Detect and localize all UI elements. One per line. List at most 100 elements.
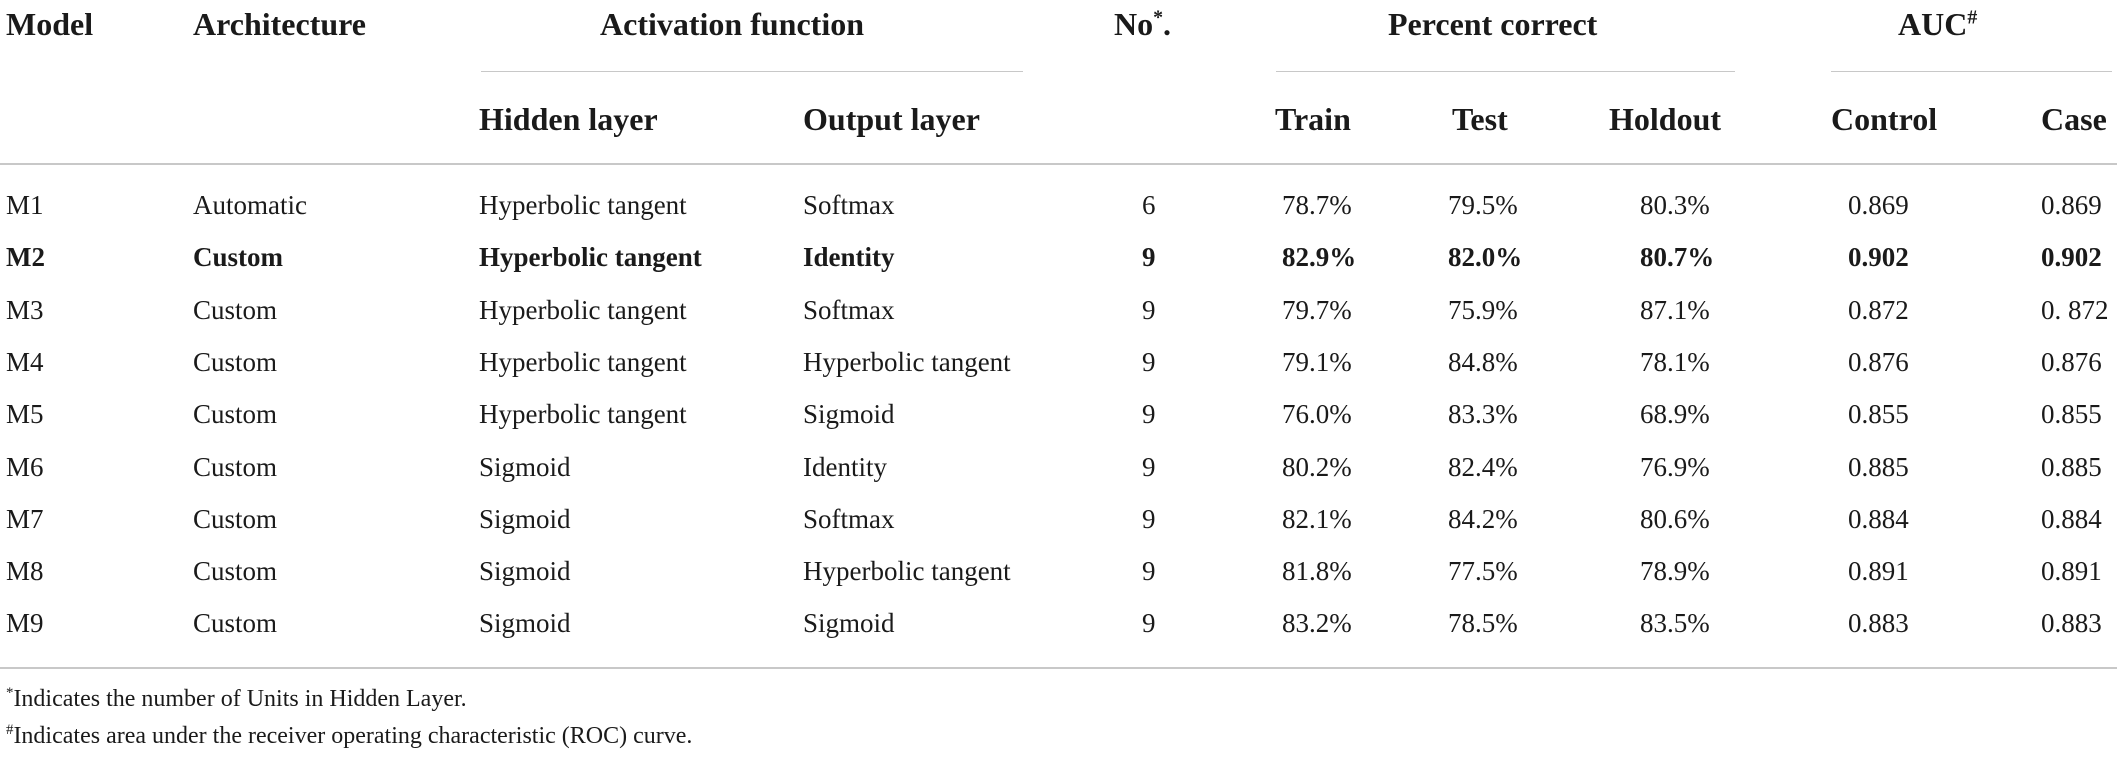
cell-output-layer: Hyperbolic tangent [803,346,1011,377]
cell-model: M5 [6,399,44,430]
cell-architecture: Custom [193,399,278,430]
header-control: Control [1831,101,1938,137]
cell-control: 0.891 [1848,556,1909,587]
cell-holdout: 80.6% [1640,503,1710,534]
cell-hidden-layer: Sigmoid [479,608,571,639]
cell-control: 0.876 [1848,346,1909,377]
cell-holdout: 78.1% [1640,346,1710,377]
footnote-units: *Indicates the number of Units in Hidden… [6,686,467,713]
header-train: Train [1275,101,1351,137]
cell-output-layer: Sigmoid [803,399,895,430]
cell-architecture: Automatic [193,190,307,220]
cell-control: 0.902 [1848,242,1909,273]
cell-test: 79.5% [1448,190,1518,220]
header-case: Case [2041,101,2107,137]
cell-case: 0.891 [2041,556,2102,587]
header-auc: AUC# [1898,6,1977,43]
cell-hidden-layer: Hyperbolic tangent [479,294,687,325]
cell-train: 80.2% [1282,451,1352,482]
cell-holdout: 80.3% [1640,190,1710,220]
cell-no: 9 [1142,294,1156,325]
header-no-dot: . [1163,6,1172,42]
cell-train: 78.7% [1282,190,1352,220]
cell-test: 84.8% [1448,346,1518,377]
cell-holdout: 78.9% [1640,556,1710,587]
cell-holdout: 83.5% [1640,608,1710,639]
cell-test: 82.4% [1448,451,1518,482]
header-holdout: Holdout [1609,101,1722,137]
cell-no: 9 [1142,346,1156,377]
cell-model: M2 [6,242,45,273]
cell-model: M7 [6,503,44,534]
cell-architecture: Custom [193,451,278,482]
cell-model: M6 [6,451,44,482]
cell-case: 0. 872 [2041,294,2109,325]
cell-output-layer: Identity [803,451,887,482]
cell-hidden-layer: Sigmoid [479,451,571,482]
cell-test: 84.2% [1448,503,1518,534]
cell-architecture: Custom [193,242,284,273]
cell-output-layer: Softmax [803,190,895,220]
footnote-units-mark: * [6,685,14,701]
cell-hidden-layer: Sigmoid [479,503,571,534]
cell-train: 79.1% [1282,346,1352,377]
cell-holdout: 80.7% [1640,242,1715,273]
cell-hidden-layer: Sigmoid [479,556,571,587]
cell-output-layer: Softmax [803,503,895,534]
cell-train: 82.1% [1282,503,1352,534]
header-architecture: Architecture [193,6,366,42]
cell-output-layer: Sigmoid [803,608,895,639]
cell-hidden-layer: Hyperbolic tangent [479,399,687,430]
cell-model: M4 [6,346,44,377]
cell-hidden-layer: Hyperbolic tangent [479,190,687,220]
cell-holdout: 76.9% [1640,451,1710,482]
cell-case: 0.885 [2041,451,2102,482]
cell-no: 9 [1142,451,1156,482]
cell-control: 0.855 [1848,399,1909,430]
cell-no: 9 [1142,556,1156,587]
cell-model: M8 [6,556,44,587]
cell-output-layer: Identity [803,242,895,273]
cell-no: 9 [1142,242,1156,273]
cell-train: 82.9% [1282,242,1357,273]
cell-no: 9 [1142,399,1156,430]
cell-output-layer: Softmax [803,294,895,325]
cell-train: 83.2% [1282,608,1352,639]
cell-test: 78.5% [1448,608,1518,639]
cell-test: 77.5% [1448,556,1518,587]
rule-percent-span [1276,71,1735,72]
cell-control: 0.885 [1848,451,1909,482]
cell-train: 81.8% [1282,556,1352,587]
header-no: No*. [1114,6,1171,43]
cell-control: 0.884 [1848,503,1909,534]
cell-case: 0.876 [2041,346,2102,377]
footnote-auc-text: Indicates area under the receiver operat… [13,723,693,749]
cell-holdout: 87.1% [1640,294,1710,325]
cell-model: M1 [6,190,44,220]
header-auc-text: AUC [1898,6,1968,42]
footnote-auc-mark: # [6,722,14,738]
cell-model: M3 [6,294,44,325]
cell-architecture: Custom [193,346,278,377]
header-output-layer: Output layer [803,101,980,137]
header-activation-function: Activation function [600,6,864,42]
rule-header-bottom [0,163,2117,165]
cell-test: 82.0% [1448,242,1523,273]
header-percent-correct: Percent correct [1388,6,1598,42]
rule-auc-span [1831,71,2112,72]
cell-case: 0.855 [2041,399,2102,430]
rule-body-bottom [0,667,2117,669]
cell-control: 0.883 [1848,608,1909,639]
cell-architecture: Custom [193,608,278,639]
cell-no: 9 [1142,503,1156,534]
cell-case: 0.884 [2041,503,2102,534]
cell-train: 76.0% [1282,399,1352,430]
cell-test: 83.3% [1448,399,1518,430]
cell-case: 0.883 [2041,608,2102,639]
cell-output-layer: Hyperbolic tangent [803,556,1011,587]
cell-case: 0.869 [2041,190,2102,220]
cell-train: 79.7% [1282,294,1352,325]
header-no-mark: * [1153,6,1164,29]
cell-hidden-layer: Hyperbolic tangent [479,346,687,377]
cell-architecture: Custom [193,294,278,325]
